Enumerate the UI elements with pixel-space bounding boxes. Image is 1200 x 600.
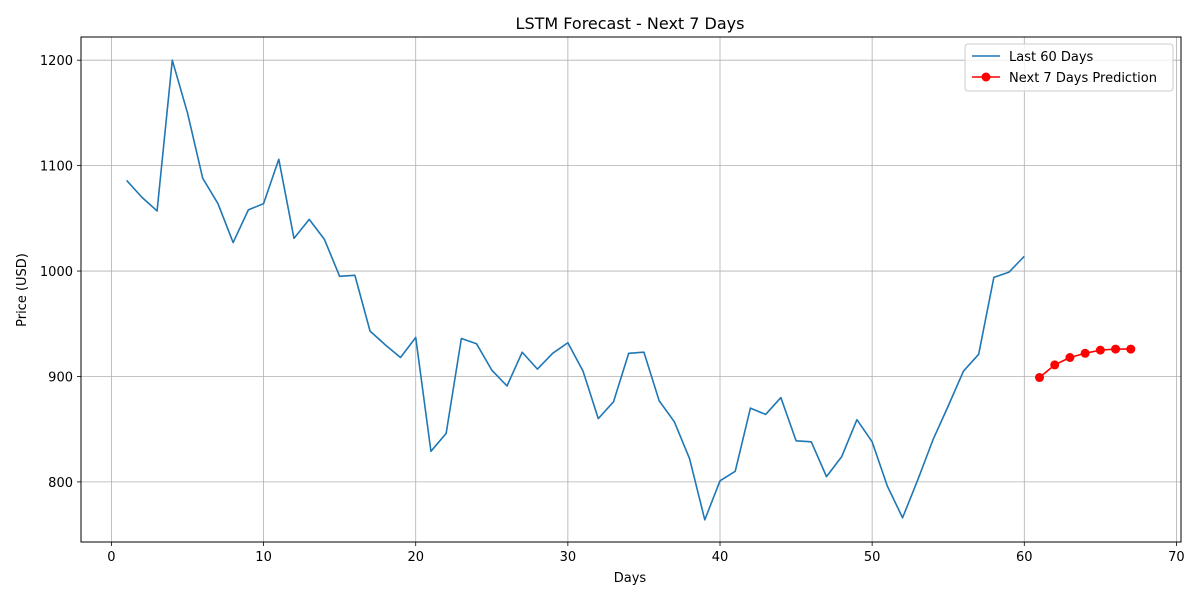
data-point bbox=[1111, 344, 1121, 354]
data-point bbox=[1080, 348, 1090, 358]
x-axis-label: Days bbox=[614, 571, 647, 586]
legend-marker-prediction bbox=[981, 72, 991, 82]
x-tick-label: 20 bbox=[407, 550, 424, 565]
data-point bbox=[1050, 360, 1060, 370]
legend: Last 60 Days Next 7 Days Prediction bbox=[964, 43, 1174, 92]
grid-lines bbox=[81, 37, 1181, 542]
legend-label-last-60-days: Last 60 Days bbox=[1009, 50, 1094, 65]
x-tick-label: 10 bbox=[255, 550, 272, 565]
data-point bbox=[1126, 344, 1136, 354]
series-layer bbox=[126, 59, 1136, 521]
x-tick-label: 60 bbox=[1016, 550, 1033, 565]
data-point bbox=[1035, 373, 1045, 383]
series-last-60-days bbox=[126, 59, 1025, 521]
series-line bbox=[126, 59, 1025, 521]
x-tick-label: 30 bbox=[560, 550, 577, 565]
legend-label-prediction: Next 7 Days Prediction bbox=[1009, 71, 1157, 86]
x-tick-label: 70 bbox=[1168, 550, 1185, 565]
y-tick-label: 1000 bbox=[40, 265, 73, 280]
y-tick-label: 1100 bbox=[40, 160, 73, 175]
chart-title: LSTM Forecast - Next 7 Days bbox=[516, 14, 745, 33]
y-tick-label: 1200 bbox=[40, 54, 73, 69]
plot-frame bbox=[80, 36, 1182, 543]
y-tick-label: 900 bbox=[48, 370, 73, 385]
y-axis-label: Price (USD) bbox=[15, 253, 30, 327]
x-tick-label: 0 bbox=[107, 550, 115, 565]
legend-box bbox=[964, 43, 1174, 92]
x-tick-label: 40 bbox=[712, 550, 729, 565]
data-point bbox=[1095, 345, 1105, 355]
axis-ticks: 0 10 20 30 40 50 60 70 800 900 1000 1100 1200 bbox=[40, 54, 1185, 565]
x-tick-label: 50 bbox=[864, 550, 881, 565]
y-tick-label: 800 bbox=[48, 476, 73, 491]
series-prediction bbox=[1035, 344, 1136, 383]
data-point bbox=[1065, 353, 1075, 363]
